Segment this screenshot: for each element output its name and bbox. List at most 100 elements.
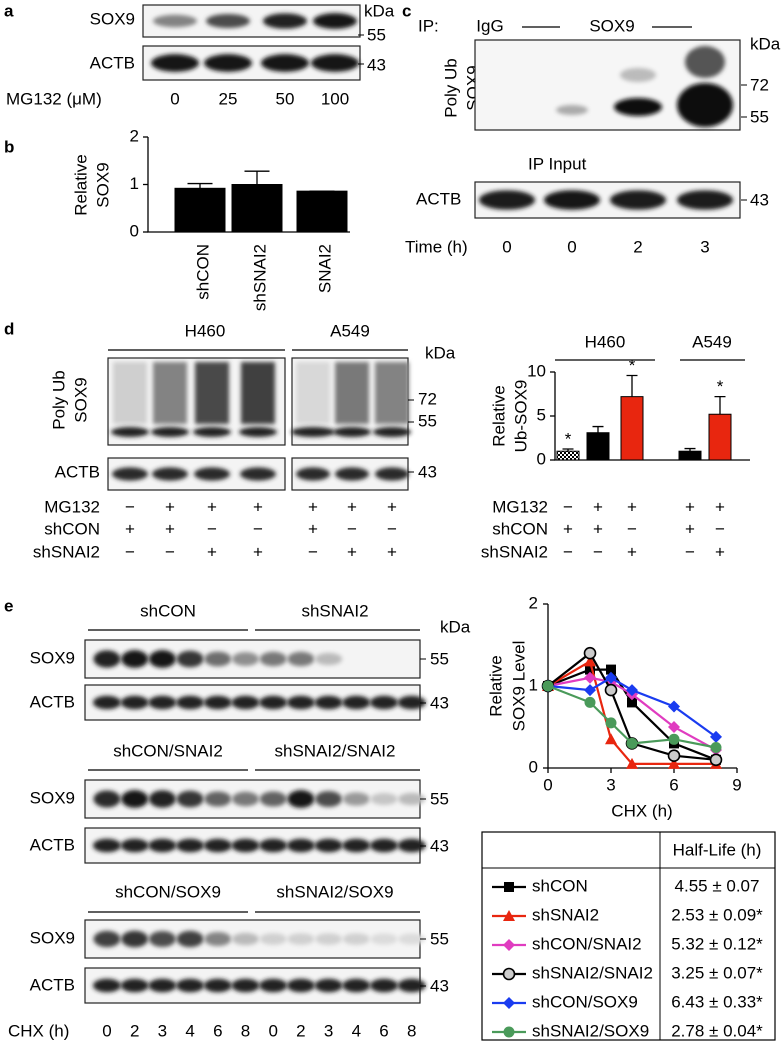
dose-label: 50: [276, 89, 295, 108]
blot-band: [261, 54, 309, 72]
blot-band: [397, 978, 426, 993]
blot-band: [315, 791, 343, 807]
point: [583, 646, 597, 660]
blot-band: [397, 695, 426, 710]
legend-marker: [503, 997, 515, 1009]
blot-band: [111, 427, 149, 437]
point: [668, 733, 680, 745]
y-tick-label: 0: [537, 449, 546, 468]
blot-band: [259, 838, 288, 853]
condition-sign: +: [715, 542, 725, 561]
y-tick-label: 10: [527, 361, 546, 380]
blot-band: [148, 695, 177, 710]
blot-band: [120, 695, 149, 710]
y-tick-label: 5: [537, 405, 546, 424]
blot-band: [93, 695, 121, 710]
point: [605, 717, 617, 729]
blot-band: [311, 54, 359, 72]
y-axis-label: SOX9: [71, 377, 90, 422]
mw-marker: 43: [750, 190, 769, 209]
point: [604, 683, 618, 697]
blot-band: [314, 978, 343, 993]
bar: [174, 187, 226, 233]
blot-band: [93, 790, 121, 808]
blot-band: [263, 13, 307, 29]
blot-band: [259, 695, 288, 710]
group-label: A549: [692, 332, 732, 351]
cell-label: A549: [330, 321, 370, 340]
blot-band: [176, 790, 204, 808]
point: [584, 684, 596, 697]
blot-band: [93, 930, 121, 948]
time-value: 2: [296, 1021, 305, 1040]
blot-band: [314, 838, 343, 853]
blot-band: [398, 933, 426, 945]
condition-sign: +: [347, 542, 357, 561]
blot-band: [152, 467, 188, 481]
condition-label: MG132: [44, 497, 100, 516]
condition-sign: −: [253, 519, 263, 538]
legend-label: shSNAI2: [532, 905, 599, 924]
row-label: ACTB: [30, 975, 75, 994]
condition-sign: −: [308, 542, 318, 561]
blot-band: [620, 68, 656, 82]
bar: [708, 413, 732, 461]
x-tick-label: 9: [732, 775, 741, 794]
blot-band: [370, 695, 398, 710]
legend-table: [481, 831, 776, 1041]
blot-band: [333, 427, 371, 437]
mw-marker: 72: [418, 389, 437, 408]
x-tick-label: shSNAI2: [250, 244, 269, 311]
blot-smear: [195, 362, 229, 424]
row-label: ACTB: [416, 189, 461, 208]
half-life-value: 5.32 ± 0.12*: [671, 934, 763, 953]
blot-band: [335, 467, 369, 481]
time-value: 2: [130, 1021, 139, 1040]
blot-band: [176, 650, 204, 668]
condition-sign: −: [207, 519, 217, 538]
condition-sign: −: [715, 519, 725, 538]
y-tick-label: 0: [529, 757, 538, 776]
time-value: 0: [567, 237, 576, 256]
blot-band: [151, 427, 189, 437]
panel-label: d: [4, 319, 14, 338]
ip-label: IP:: [418, 16, 439, 35]
blot-band: [342, 838, 371, 853]
blot-band: [373, 427, 411, 437]
dose-label: 25: [219, 89, 238, 108]
y-tick-label: 0: [130, 221, 139, 240]
blot-band: [479, 190, 535, 210]
y-tick-label: 1: [529, 675, 538, 694]
y-axis-label: Ub-SOX9: [511, 380, 530, 453]
time-value: 8: [407, 1021, 416, 1040]
legend-label: shSNAI2/SNAI2: [532, 963, 653, 982]
blot-band: [148, 838, 177, 853]
condition-sign: +: [685, 519, 695, 538]
condition-sign: −: [563, 542, 573, 561]
blot-band: [677, 190, 733, 210]
condition-sign: +: [165, 519, 175, 538]
blot-band: [151, 54, 199, 72]
condition-sign: −: [563, 497, 573, 516]
condition-sign: +: [563, 519, 573, 538]
mw-marker: 43: [430, 693, 449, 712]
blot-band: [239, 427, 277, 437]
blot-band: [370, 933, 398, 945]
blot-band: [315, 933, 343, 945]
condition-sign: −: [125, 542, 135, 561]
point: [584, 696, 596, 708]
blot-band: [286, 978, 315, 993]
blot-band: [203, 838, 232, 853]
blot-band: [153, 14, 197, 28]
blot-band: [556, 105, 588, 115]
blot-band: [610, 190, 666, 210]
blot-band: [342, 695, 371, 710]
row-label: SOX9: [90, 9, 135, 28]
blot-band: [342, 792, 370, 806]
y-axis-label: Relative: [489, 385, 508, 446]
condition-sign: +: [627, 542, 637, 561]
x-tick-label: shCON: [193, 244, 212, 300]
blot-band: [677, 83, 733, 127]
significance-mark: *: [629, 356, 636, 375]
